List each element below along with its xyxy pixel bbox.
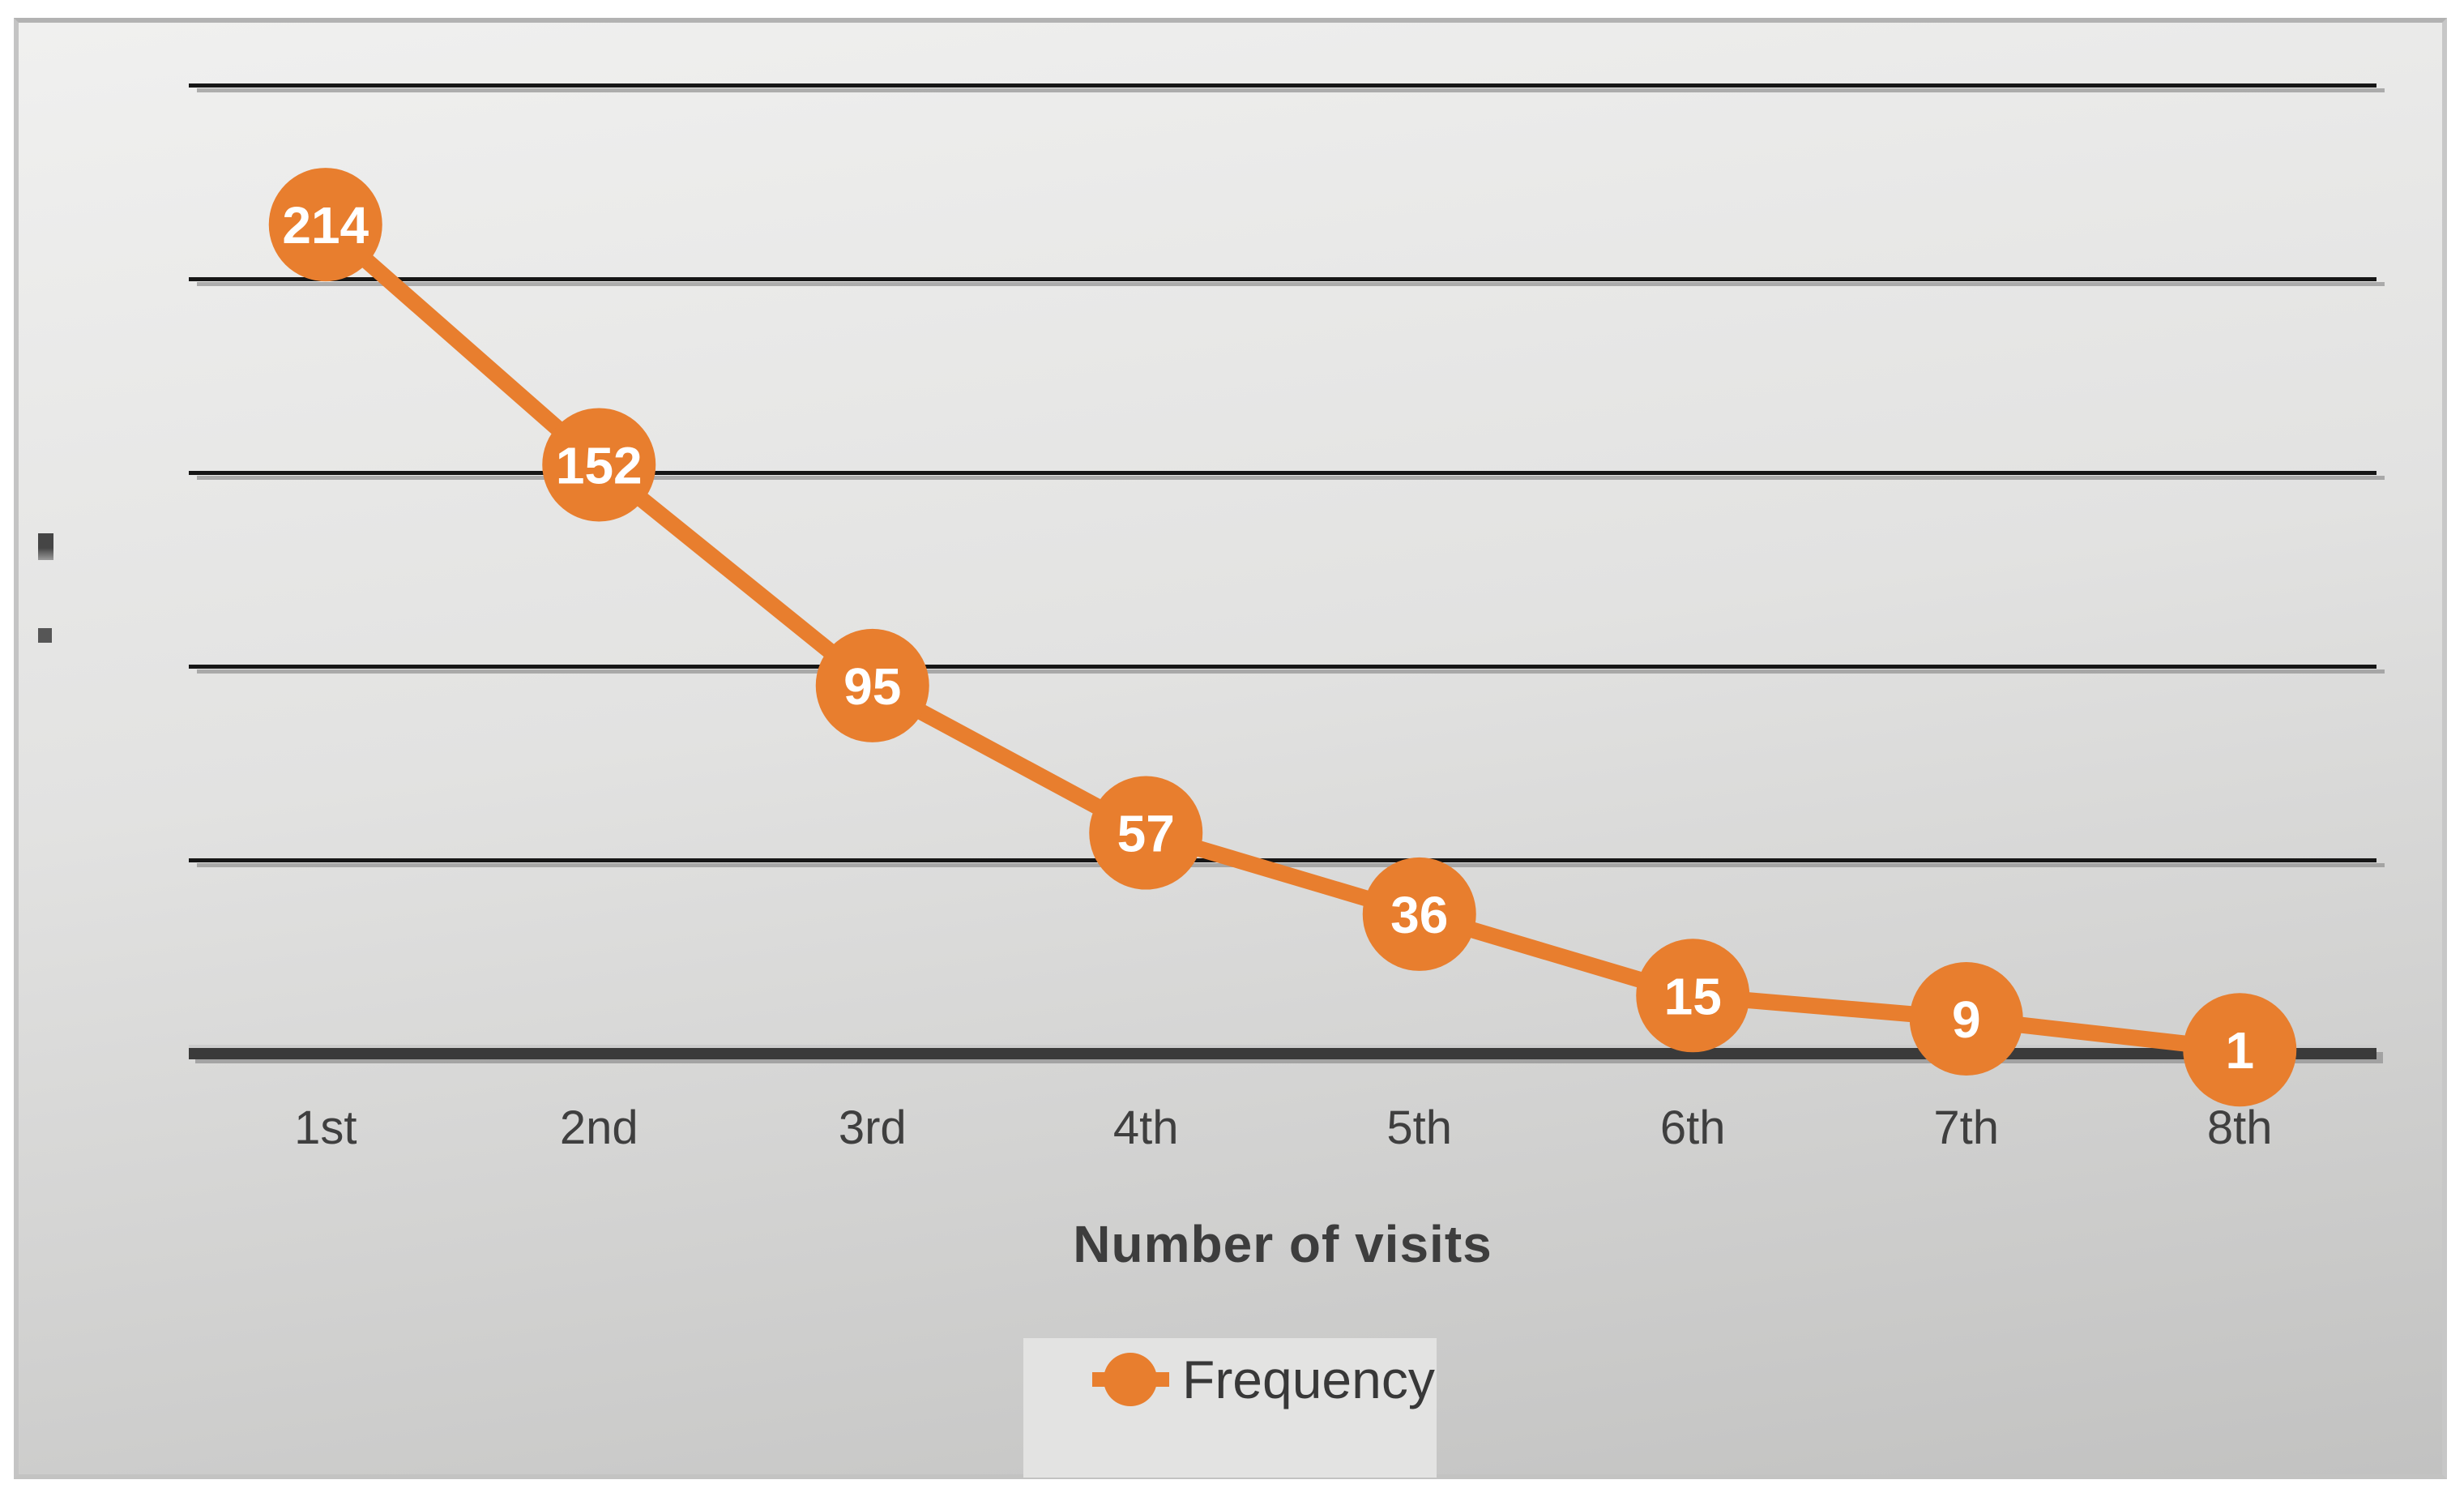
x-tick-label: 1st (294, 1101, 357, 1154)
x-tick-label: 8th (2206, 1101, 2273, 1154)
legend-circle-marker (1104, 1353, 1157, 1406)
x-axis-line (189, 1048, 2376, 1059)
data-point-marker[interactable] (815, 628, 929, 742)
x-tick-label: 2nd (559, 1101, 638, 1154)
data-point-label: 9 (1952, 990, 1981, 1049)
clipped-y-axis-label-fragment (38, 628, 52, 643)
data-point-marker[interactable] (2183, 993, 2297, 1107)
data-point-label: 15 (1664, 967, 1722, 1025)
data-point-marker[interactable] (1909, 961, 2023, 1076)
gridline (189, 858, 2376, 862)
x-tick-label: 7th (1933, 1101, 2000, 1154)
legend-label: Frequency (1182, 1349, 1435, 1409)
series-line (320, 218, 2241, 1059)
data-point-marker[interactable] (1636, 939, 1750, 1053)
data-point-marker[interactable] (542, 408, 656, 522)
x-tick-label: 6th (1659, 1101, 1726, 1154)
data-point-label: 152 (556, 436, 643, 494)
gridline (189, 471, 2376, 475)
gridline (189, 665, 2376, 669)
data-point-label: 214 (282, 196, 369, 254)
data-point-marker[interactable] (268, 168, 382, 282)
data-point-marker[interactable] (1362, 857, 1476, 971)
x-tick-label: 4th (1112, 1101, 1179, 1154)
data-point-label: 57 (1117, 805, 1175, 863)
gridline (189, 277, 2376, 281)
legend-box[interactable]: Frequency (1023, 1338, 1437, 1478)
data-point-label: 36 (1390, 886, 1448, 944)
data-point-label: 1 (2225, 1021, 2254, 1080)
chart-panel-background (14, 18, 2447, 1479)
x-tick-label: 3rd (838, 1101, 907, 1154)
x-tick-label: 5th (1386, 1101, 1453, 1154)
data-point-marker[interactable] (1089, 776, 1203, 890)
gridline (189, 83, 2376, 88)
legend-line-marker-icon (1092, 1351, 1169, 1408)
clipped-y-axis-label-fragment (38, 533, 53, 560)
x-axis-title: Number of visits (1073, 1215, 1492, 1273)
data-point-label: 95 (843, 657, 901, 716)
